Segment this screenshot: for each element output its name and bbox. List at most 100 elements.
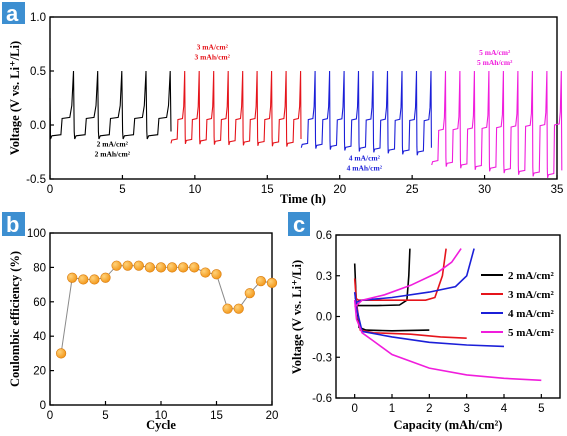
chart-b-frame: [49, 232, 273, 406]
x-tick-label: 5: [102, 410, 108, 422]
chart-a-series: [49, 70, 563, 179]
chart-a-series-line-3: [300, 70, 432, 156]
chart-b-point-7: [122, 260, 133, 271]
x-tick-label: 10: [155, 410, 168, 422]
x-tick-label: 20: [266, 410, 279, 422]
chart-a-annotation-3: 4 mA/cm²: [349, 154, 381, 163]
x-tick-label: 0: [47, 410, 53, 422]
chart-c-xlabel: Capacity (mAh/cm²): [394, 418, 503, 432]
y-tick-label: 0.6: [316, 230, 332, 242]
y-tick-label: 80: [33, 262, 46, 274]
y-tick-label: -0.3: [312, 352, 332, 364]
x-tick-label: 5: [119, 184, 125, 196]
chart-b-point-5: [100, 272, 111, 283]
x-tick-label: 10: [188, 184, 201, 196]
chart-b-point-18: [244, 288, 255, 299]
y-tick-label: 0.5: [30, 66, 46, 78]
chart-a-series-line-2: [170, 70, 302, 147]
chart-b-xlabel: Cycle: [146, 418, 176, 432]
chart-b-point-11: [167, 262, 178, 273]
chart-c-ticks: 0 1 2 3 4 5 -0.6 -0.3 0.0 0.3 0.6: [312, 230, 544, 415]
x-tick-label: 4: [501, 403, 508, 415]
x-tick-label: 5: [538, 403, 544, 415]
x-tick-label: 15: [261, 184, 274, 196]
chart-b-series: [55, 260, 278, 359]
chart-c-series-3-discharge: [353, 292, 505, 348]
chart-b-point-16: [222, 303, 233, 314]
chart-a-annotation-2: 3 mAh/cm²: [195, 52, 231, 61]
x-tick-label: 25: [406, 184, 419, 196]
chart-c-series-1-charge: [354, 248, 411, 307]
x-tick-label: 3: [463, 403, 469, 415]
y-tick-label: 100: [27, 228, 46, 240]
y-tick-label: 60: [33, 297, 46, 309]
chart-c-series-4-charge: [354, 248, 462, 308]
chart-a-annotation-1: 2 mAh/cm²: [95, 150, 131, 159]
x-tick-label: 0: [47, 184, 53, 196]
chart-b-point-13: [189, 262, 200, 273]
y-tick-label: 0: [40, 400, 46, 412]
legend-label-3: 4 mA/cm²: [508, 308, 554, 320]
chart-a-annotation-4: 5 mA/cm²: [479, 48, 511, 57]
panel-a-letter: a: [6, 1, 19, 26]
chart-a-annotation-4: 5 mAh/cm²: [477, 58, 513, 67]
chart-c-ylabel: Voltage (V vs. Li⁺/Li): [290, 260, 304, 374]
chart-a-ticks: 0 5 10 15 20 25 30 35 -0.5 0.0 0.5 1.0: [26, 12, 563, 196]
chart-a-annotation-1: 2 mA/cm²: [97, 140, 129, 149]
chart-a-annotation-3: 4 mAh/cm²: [347, 164, 383, 173]
chart-b-point-1: [55, 348, 67, 359]
y-tick-label: 0.3: [316, 271, 332, 283]
chart-b-point-10: [155, 262, 167, 273]
chart-a-annotation-2: 3 mA/cm²: [197, 42, 229, 51]
x-tick-label: 15: [210, 410, 223, 422]
legend-label-2: 3 mA/cm²: [508, 289, 554, 301]
y-tick-label: -0.6: [312, 393, 332, 405]
chart-a-xlabel: Time (h): [280, 192, 326, 206]
x-tick-label: 20: [333, 184, 346, 196]
chart-b-point-3: [78, 274, 89, 285]
x-tick-label: 0: [351, 403, 357, 415]
chart-b-point-4: [89, 274, 100, 285]
chart-b-coulombic-efficiency: 0 5 10 15 20 0 20 40 60 80 100 Cycle Coulombic eff…: [8, 228, 278, 432]
chart-c-legend: 2 mA/cm² 3 mA/cm² 4 mA/cm² 5 mA/cm²: [481, 270, 554, 339]
panel-b-letter: b: [6, 212, 19, 237]
y-tick-label: 1.0: [30, 12, 46, 24]
x-tick-label: 30: [478, 184, 491, 196]
chart-a-series-line-1: [49, 70, 172, 140]
chart-b-point-2: [67, 272, 78, 283]
chart-b-point-14: [200, 267, 211, 278]
panel-c-letter: c: [293, 212, 305, 237]
y-tick-label: 40: [33, 331, 46, 343]
chart-c-series-4-discharge: [353, 300, 542, 382]
y-tick-label: 0.0: [316, 312, 332, 324]
chart-b-point-12: [178, 262, 189, 273]
panel-b-badge: b: [2, 212, 25, 237]
x-tick-label: 2: [426, 403, 432, 415]
chart-b-point-9: [144, 262, 155, 273]
panel-a-badge: a: [2, 1, 25, 26]
y-tick-label: 0.0: [30, 120, 46, 132]
chart-b-ticks: 0 5 10 15 20 0 20 40 60 80 100: [27, 228, 279, 422]
y-tick-label: 20: [33, 366, 46, 378]
chart-b-point-15: [211, 269, 222, 280]
chart-a-series-line-4: [431, 70, 563, 179]
y-tick-label: -0.5: [26, 174, 46, 186]
chart-b-point-17: [233, 303, 244, 314]
chart-c-series: [353, 248, 542, 382]
legend-label-1: 2 mA/cm²: [508, 270, 554, 282]
chart-b-point-19: [255, 276, 267, 287]
chart-a-ylabel: Voltage (V vs. Li⁺/Li): [8, 41, 22, 155]
chart-c-voltage-vs-capacity: 0 1 2 3 4 5 -0.6 -0.3 0.0 0.3 0.6 2 mA/cm² 3 mA/cm²…: [290, 230, 561, 432]
panel-c-badge: c: [288, 212, 310, 237]
chart-b-point-20: [266, 277, 278, 288]
x-tick-label: 35: [551, 184, 564, 196]
chart-b-point-6: [111, 260, 122, 271]
chart-b-point-8: [133, 260, 144, 271]
chart-b-ylabel: Coulombic efficiency (%): [8, 251, 22, 387]
legend-label-4: 5 mA/cm²: [508, 327, 554, 339]
x-tick-label: 1: [389, 403, 395, 415]
chart-c-series-2-charge: [354, 248, 447, 301]
